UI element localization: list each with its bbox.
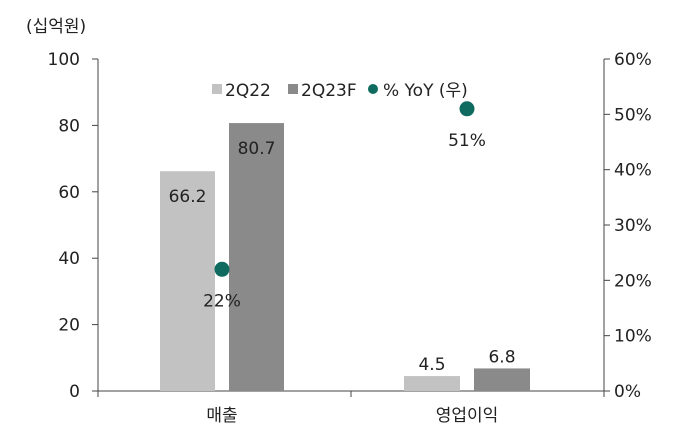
bar-value-label: 4.5 [418, 355, 445, 375]
right-axis-tick-label: 40% [614, 161, 652, 181]
category-label: 매출 [206, 406, 237, 426]
category-labels: 매출 영업이익 [206, 406, 498, 426]
bar-value-label: 80.7 [238, 139, 276, 159]
left-axis-tick-label: 100 [48, 50, 80, 70]
bar-value-label: 66.2 [169, 187, 207, 207]
bar-2q23f-1 [474, 368, 530, 391]
bar-2q22-0 [160, 171, 215, 391]
legend-label-2q23f: 2Q23F [301, 81, 357, 101]
bar-labels: 66.2 80.7 4.5 6.8 [169, 139, 516, 375]
y-unit-label: (십억원) [26, 17, 86, 37]
legend-swatch-yoy [368, 84, 378, 94]
yoy-point [459, 101, 475, 117]
left-axis-ticks: 0 20 40 60 80 100 [48, 50, 98, 402]
right-axis-tick-label: 50% [614, 105, 652, 125]
yoy-point [214, 261, 230, 277]
category-label: 영업이익 [436, 406, 499, 426]
bars [160, 123, 530, 392]
left-axis-tick-label: 0 [69, 382, 80, 402]
legend-item-yoy: % YoY (우) [368, 81, 468, 101]
right-axis-tick-label: 20% [614, 271, 652, 291]
left-axis-tick-label: 60 [58, 183, 80, 203]
yoy-series: 22% 51% [203, 101, 486, 311]
x-axis [97, 390, 605, 397]
bar-2q22-1 [404, 376, 460, 391]
left-axis-tick-label: 40 [58, 249, 80, 269]
left-axis-tick-label: 20 [58, 316, 80, 336]
legend: 2Q22 2Q23F % YoY (우) [212, 81, 468, 101]
legend-label-2q22: 2Q22 [225, 81, 271, 101]
right-axis: 0% 10% 20% 30% 40% 50% 60% [603, 50, 652, 402]
right-axis-tick-label: 30% [614, 216, 652, 236]
bar-value-label: 6.8 [488, 347, 515, 367]
bar-2q23f-0 [229, 123, 284, 392]
right-axis-ticks: 0% 10% 20% 30% 40% 50% 60% [604, 50, 652, 402]
yoy-value-label: 51% [448, 131, 486, 151]
legend-label-yoy: % YoY (우) [383, 81, 468, 101]
legend-swatch-2q23f [288, 84, 298, 94]
right-axis-tick-label: 60% [614, 50, 652, 70]
right-axis-tick-label: 10% [614, 327, 652, 347]
legend-item-2q22: 2Q22 [212, 81, 271, 101]
left-axis-tick-label: 80 [58, 116, 80, 136]
left-axis: 0 20 40 60 80 100 [48, 50, 99, 402]
legend-item-2q23f: 2Q23F [288, 81, 357, 101]
yoy-value-label: 22% [203, 291, 241, 311]
legend-swatch-2q22 [212, 84, 222, 94]
right-axis-tick-label: 0% [614, 382, 641, 402]
